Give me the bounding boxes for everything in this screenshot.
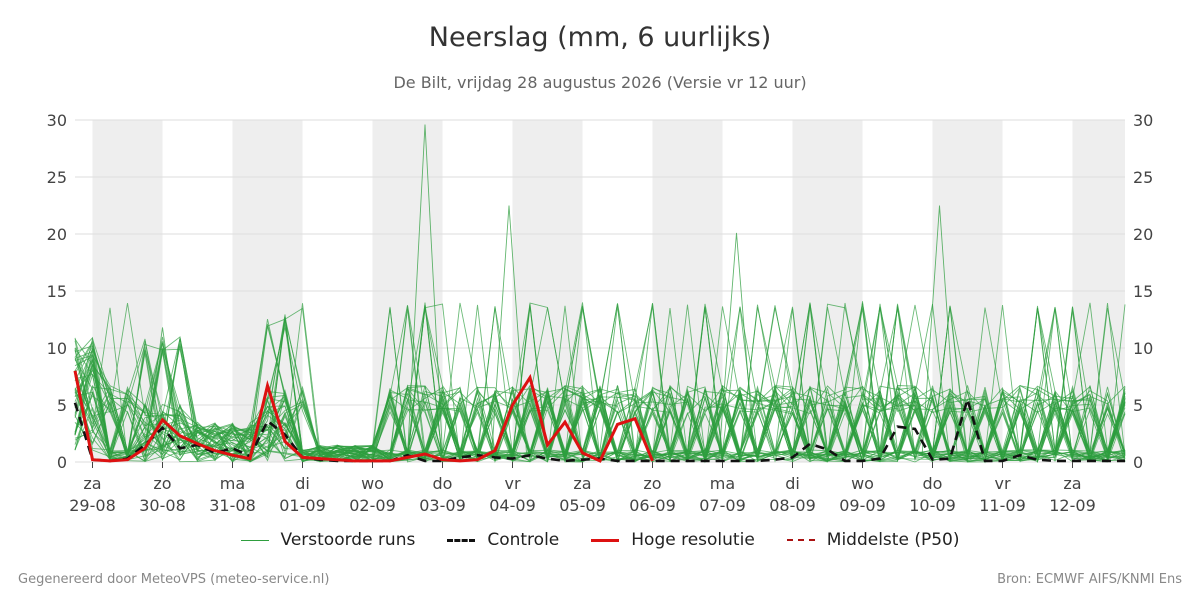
main-series [73, 370, 1125, 463]
y-tick-label-right: 10 [1133, 339, 1153, 358]
y-axis-right: 0 5 10 15 20 25 30 [1133, 111, 1153, 472]
x-tick-day: di [295, 474, 310, 493]
legend: Verstoorde runs Controle Hoge resolutie … [0, 530, 1200, 550]
y-tick-label-right: 5 [1133, 396, 1143, 415]
legend-item-median: Middelste (P50) [786, 530, 960, 550]
x-tick-day: do [433, 474, 453, 493]
x-tick-date: 04-09 [489, 496, 536, 515]
y-tick-label-left: 20 [47, 225, 67, 244]
x-tick-date: 09-09 [839, 496, 886, 515]
ensemble-run-spike [491, 205, 527, 457]
ensemble-run-spike [407, 124, 443, 457]
ensemble-run [74, 303, 1126, 464]
x-tick-date: 29-08 [69, 496, 116, 515]
x-tick-day: wo [851, 474, 874, 493]
legend-label-ensemble: Verstoorde runs [280, 530, 416, 550]
y-tick-label-left: 5 [57, 396, 67, 415]
x-tick-day: zo [153, 474, 171, 493]
ensemble-run [74, 306, 1126, 463]
x-tick-date: 31-08 [209, 496, 256, 515]
footer-source: Bron: ECMWF AIFS/KNMI Ens [997, 572, 1182, 587]
legend-swatch-control [447, 538, 476, 542]
ensemble-run-spike [144, 327, 181, 457]
x-tick-day: vr [504, 474, 520, 493]
y-axis-left: 0 5 10 15 20 25 30 [47, 111, 67, 472]
x-tick-date: 08-09 [769, 496, 816, 515]
x-tick-date: 07-09 [699, 496, 746, 515]
x-tick-day: di [785, 474, 800, 493]
y-tick-label-left: 15 [47, 282, 67, 301]
x-tick-date: 11-09 [979, 496, 1026, 515]
legend-item-hires: Hoge resolutie [591, 530, 755, 550]
x-tick-date: 30-08 [139, 496, 186, 515]
ensemble-run [74, 303, 1126, 463]
y-tick-label-left: 10 [47, 339, 67, 358]
x-tick-date: 03-09 [419, 496, 466, 515]
ensemble-run [74, 304, 1126, 463]
footer-generator: Gegenereerd door MeteoVPS (meteo-service… [18, 572, 330, 587]
x-tick-day: ma [220, 474, 245, 493]
legend-label-hires: Hoge resolutie [631, 530, 755, 550]
y-tick-label-right: 25 [1133, 168, 1153, 187]
x-tick-day: do [923, 474, 943, 493]
x-tick-day: wo [361, 474, 384, 493]
y-tick-label-left: 30 [47, 111, 67, 130]
x-tick-date: 12-09 [1049, 496, 1096, 515]
ensemble-run-spike [921, 205, 958, 457]
x-tick-date: 10-09 [909, 496, 956, 515]
x-tick-day: vr [994, 474, 1010, 493]
x-axis: za 29-08 zo 30-08 ma 31-08 di 01-09 wo 02-09 do 03-… [69, 462, 1096, 515]
ensemble-run [74, 303, 1126, 463]
ensemble-run-spike [1054, 310, 1091, 457]
y-tick-label-left: 0 [57, 453, 67, 472]
ensemble-run [74, 303, 1126, 462]
x-tick-date: 01-09 [279, 496, 326, 515]
precipitation-chart: 0 5 10 15 20 25 30 0 5 10 15 20 25 30 za 29-08 zo 30-08… [47, 111, 1154, 515]
y-tick-label-right: 0 [1133, 453, 1143, 472]
legend-label-control: Controle [487, 530, 560, 550]
chart-title: Neerslag (mm, 6 uurlijks) [428, 22, 772, 53]
legend-item-ensemble: Verstoorde runs [240, 530, 416, 550]
legend-swatch-ensemble [240, 539, 269, 541]
ensemble-run-spike [718, 232, 755, 457]
x-tick-date: 06-09 [629, 496, 676, 515]
x-tick-date: 02-09 [349, 496, 396, 515]
chart-subtitle: De Bilt, vrijdag 28 augustus 2026 (Versi… [393, 73, 807, 92]
legend-swatch-median [786, 539, 815, 541]
legend-item-control: Controle [447, 530, 559, 550]
legend-swatch-hires [591, 538, 620, 542]
ensemble-run-spike [844, 301, 881, 457]
x-tick-day: zo [643, 474, 661, 493]
ensemble-run [74, 305, 1126, 463]
legend-label-median: Middelste (P50) [826, 530, 960, 550]
series-hires-line [73, 370, 654, 463]
x-tick-day: za [573, 474, 591, 493]
y-tick-label-right: 30 [1133, 111, 1153, 130]
x-tick-day: za [1063, 474, 1081, 493]
x-tick-day: ma [710, 474, 735, 493]
y-tick-label-right: 20 [1133, 225, 1153, 244]
y-tick-label-left: 25 [47, 168, 67, 187]
x-tick-day: za [83, 474, 101, 493]
x-tick-date: 05-09 [559, 496, 606, 515]
y-tick-label-right: 15 [1133, 282, 1153, 301]
